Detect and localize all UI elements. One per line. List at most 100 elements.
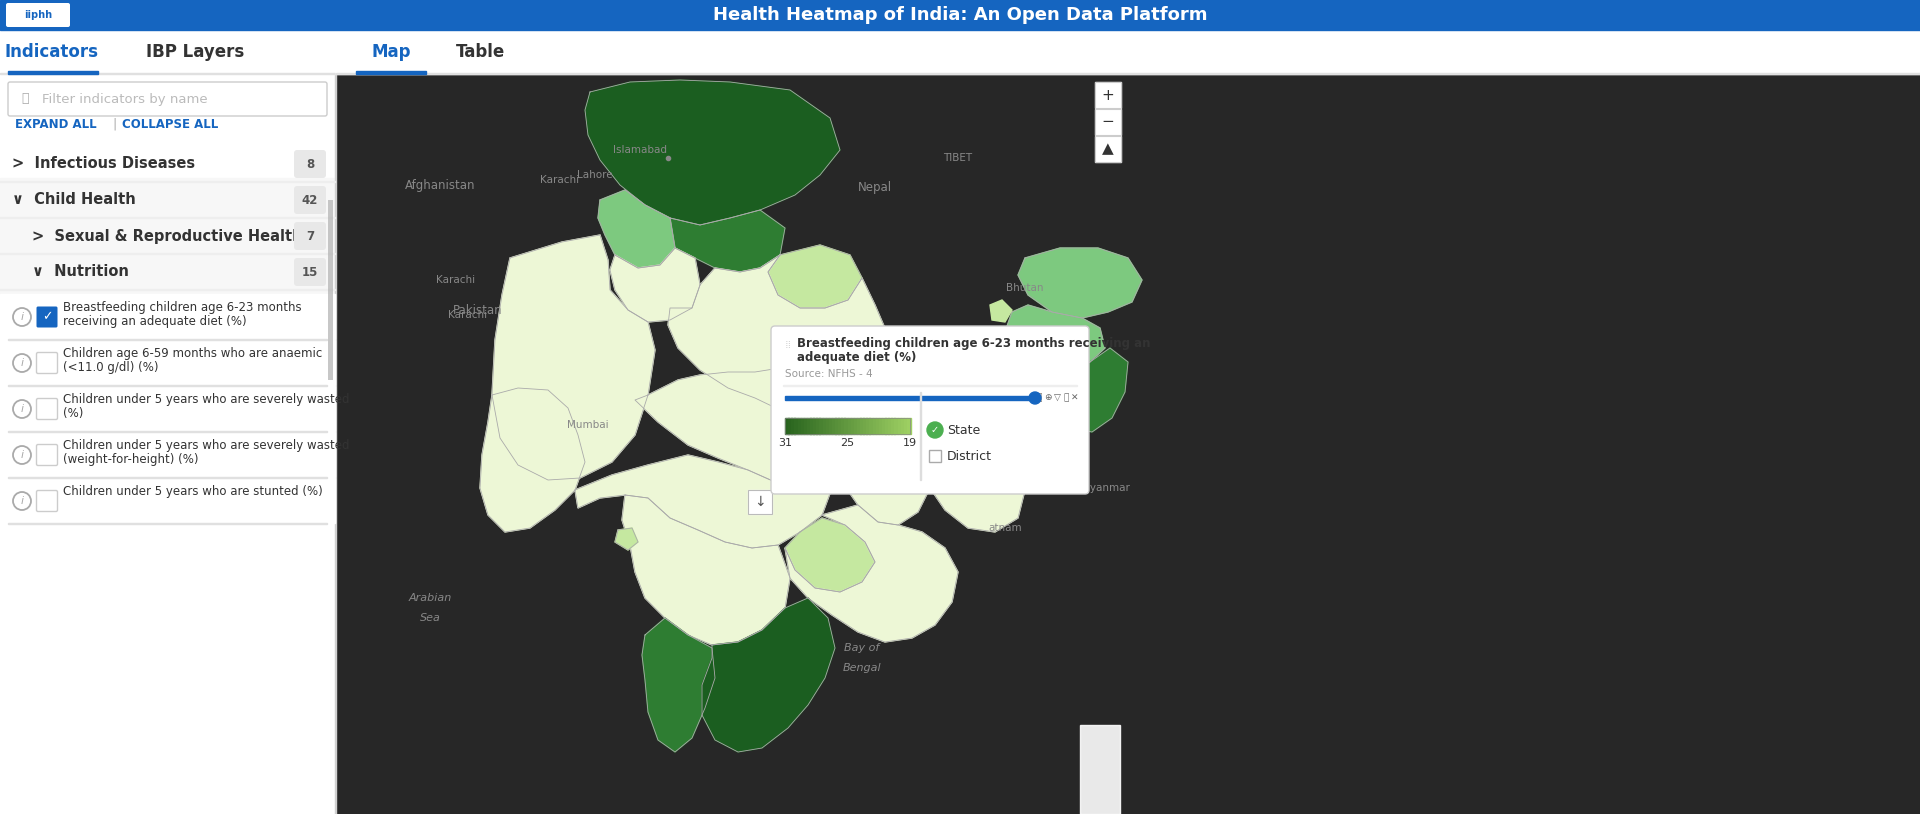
Polygon shape xyxy=(622,495,789,645)
Bar xyxy=(0,73,334,74)
Bar xyxy=(906,418,910,434)
Bar xyxy=(336,74,1920,814)
Text: ⁞⁞: ⁞⁞ xyxy=(785,340,793,350)
Bar xyxy=(829,418,833,434)
Bar xyxy=(904,418,908,434)
Text: EXPAND ALL: EXPAND ALL xyxy=(15,117,96,130)
Bar xyxy=(328,200,332,380)
Text: (weight-for-height) (%): (weight-for-height) (%) xyxy=(63,453,198,466)
Text: Filter indicators by name: Filter indicators by name xyxy=(42,93,207,106)
Text: Myanmar: Myanmar xyxy=(1081,483,1129,493)
Text: COLLAPSE ALL: COLLAPSE ALL xyxy=(123,117,219,130)
Polygon shape xyxy=(828,415,929,525)
Text: Mumbai: Mumbai xyxy=(566,420,609,430)
Polygon shape xyxy=(492,235,655,480)
Text: IBP Layers: IBP Layers xyxy=(146,43,244,61)
Text: Karachi: Karachi xyxy=(449,310,488,320)
Text: ⊕: ⊕ xyxy=(1044,393,1052,402)
Circle shape xyxy=(13,354,31,372)
Bar xyxy=(0,30,334,74)
Text: i: i xyxy=(21,358,23,368)
Polygon shape xyxy=(574,455,831,548)
Bar xyxy=(929,450,941,462)
Text: 31: 31 xyxy=(778,438,791,448)
Text: 7: 7 xyxy=(305,230,315,243)
Bar xyxy=(856,418,860,434)
Text: >  Sexual & Reproductive Health: > Sexual & Reproductive Health xyxy=(33,229,303,243)
Polygon shape xyxy=(611,248,701,322)
Bar xyxy=(881,418,885,434)
Text: Breastfeeding children age 6-23 months receiving an: Breastfeeding children age 6-23 months r… xyxy=(797,338,1150,351)
FancyBboxPatch shape xyxy=(36,444,58,466)
FancyBboxPatch shape xyxy=(6,3,69,27)
Polygon shape xyxy=(614,528,637,550)
Bar xyxy=(0,340,334,385)
Bar xyxy=(885,418,889,434)
Circle shape xyxy=(13,492,31,510)
Polygon shape xyxy=(876,362,960,432)
Bar xyxy=(787,418,791,434)
FancyBboxPatch shape xyxy=(36,399,58,419)
Bar xyxy=(866,418,870,434)
Polygon shape xyxy=(1018,248,1142,318)
Polygon shape xyxy=(991,300,1012,322)
Bar xyxy=(810,418,814,434)
Polygon shape xyxy=(877,362,1004,448)
Bar xyxy=(864,418,866,434)
Bar xyxy=(814,418,816,434)
Text: ✕: ✕ xyxy=(1071,393,1079,402)
FancyBboxPatch shape xyxy=(772,326,1089,494)
Polygon shape xyxy=(636,368,831,482)
Text: ✓: ✓ xyxy=(931,425,939,435)
Bar xyxy=(1094,136,1121,162)
Polygon shape xyxy=(641,618,714,752)
Bar xyxy=(0,478,334,523)
Text: adequate diet (%): adequate diet (%) xyxy=(797,352,916,365)
Bar xyxy=(870,418,874,434)
Bar xyxy=(0,178,334,294)
Text: Children under 5 years who are severely wasted: Children under 5 years who are severely … xyxy=(63,393,349,406)
Text: Map: Map xyxy=(371,43,411,61)
Text: i: i xyxy=(21,404,23,414)
Text: (<11.0 g/dl) (%): (<11.0 g/dl) (%) xyxy=(63,361,159,374)
Bar xyxy=(854,418,858,434)
FancyBboxPatch shape xyxy=(8,82,326,116)
Bar xyxy=(826,418,829,434)
Bar xyxy=(816,418,820,434)
Bar xyxy=(889,418,891,434)
Text: iiphh: iiphh xyxy=(23,10,52,20)
Text: 8: 8 xyxy=(305,157,315,170)
Text: Bhutan: Bhutan xyxy=(1006,283,1044,293)
Text: Children under 5 years who are severely wasted: Children under 5 years who are severely … xyxy=(63,440,349,453)
Polygon shape xyxy=(597,190,676,268)
Bar xyxy=(891,418,895,434)
Bar xyxy=(822,418,826,434)
Bar xyxy=(879,418,883,434)
Text: (%): (%) xyxy=(63,408,83,421)
Polygon shape xyxy=(995,348,1062,395)
Polygon shape xyxy=(925,438,1025,532)
Bar xyxy=(355,71,426,74)
Bar xyxy=(876,418,879,434)
Circle shape xyxy=(13,308,31,326)
Bar xyxy=(801,418,804,434)
Bar xyxy=(806,418,810,434)
Text: Arabian: Arabian xyxy=(409,593,451,603)
Bar xyxy=(1094,109,1121,135)
Text: Bengal: Bengal xyxy=(843,663,881,673)
Text: ∨  Child Health: ∨ Child Health xyxy=(12,192,136,208)
Text: Nepal: Nepal xyxy=(858,182,893,195)
Bar xyxy=(835,418,839,434)
Bar xyxy=(860,418,864,434)
Polygon shape xyxy=(703,598,835,752)
Circle shape xyxy=(927,422,943,438)
Circle shape xyxy=(1029,392,1041,404)
Text: −: − xyxy=(1102,115,1114,129)
FancyBboxPatch shape xyxy=(36,352,58,374)
Text: 👁: 👁 xyxy=(1037,393,1043,402)
Text: Bay of: Bay of xyxy=(845,643,879,653)
Text: 🔍: 🔍 xyxy=(21,93,29,106)
Bar xyxy=(839,418,841,434)
Bar xyxy=(0,294,334,339)
Text: atnam: atnam xyxy=(989,523,1021,533)
